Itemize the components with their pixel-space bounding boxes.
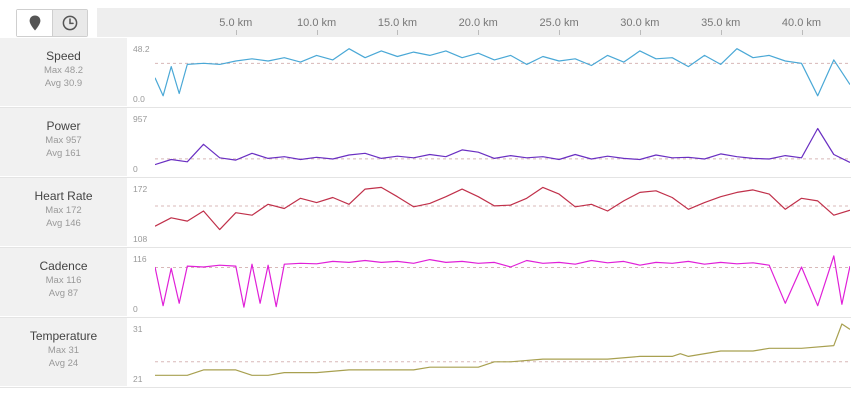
metric-max: Max 31 [47, 345, 80, 356]
series-line-speed [155, 48, 850, 97]
x-tick-mark [801, 30, 803, 35]
x-tick-label: 15.0 km [377, 17, 418, 29]
row-divider [0, 387, 851, 388]
y-min-tick: 21 [133, 374, 143, 384]
series-line-cadence [155, 255, 850, 308]
metric-max: Max 116 [45, 275, 82, 286]
metric-row-power: Power Max 957 Avg 161 957 0 [0, 108, 851, 178]
metric-plot[interactable] [155, 248, 850, 316]
metric-label-panel: Temperature Max 31 Avg 24 [0, 318, 127, 386]
x-tick-mark [397, 30, 399, 35]
metric-label-panel: Heart Rate Max 172 Avg 146 [0, 178, 127, 246]
series-line-power [155, 127, 850, 166]
view-toggle-group [16, 9, 88, 37]
x-tick-mark [478, 30, 480, 35]
series-line-temperature [155, 323, 850, 376]
x-tick-label: 40.0 km [781, 17, 822, 29]
y-max-tick: 116 [133, 254, 147, 264]
metric-row-heart-rate: Heart Rate Max 172 Avg 146 172 108 [0, 178, 851, 248]
time-view-button[interactable] [52, 10, 87, 36]
map-view-button[interactable] [17, 10, 52, 36]
metric-avg: Avg 161 [46, 148, 81, 159]
y-min-tick: 0 [133, 304, 138, 314]
metric-title: Power [46, 119, 81, 133]
metric-row-speed: Speed Max 48.2 Avg 30.9 48.2 0.0 [0, 38, 851, 108]
metric-avg: Avg 87 [48, 288, 79, 299]
row-divider [0, 247, 851, 248]
row-divider [0, 317, 851, 318]
x-tick-mark [316, 30, 318, 35]
metric-max: Max 957 [45, 135, 82, 146]
y-max-tick: 172 [133, 184, 148, 194]
metric-title: Speed [46, 49, 81, 63]
metric-row-temperature: Temperature Max 31 Avg 24 31 21 [0, 318, 851, 388]
x-tick-label: 20.0 km [458, 17, 498, 29]
row-divider [0, 177, 851, 178]
x-tick-mark [639, 30, 641, 35]
metric-avg: Avg 146 [46, 218, 81, 229]
metric-label-panel: Power Max 957 Avg 161 [0, 108, 127, 176]
series-line-heart-rate [155, 186, 850, 231]
metric-title: Heart Rate [34, 189, 93, 203]
metric-title: Temperature [29, 329, 98, 343]
x-tick-label: 25.0 km [539, 17, 579, 29]
y-max-tick: 957 [133, 114, 148, 124]
x-tick-label: 30.0 km [620, 17, 660, 29]
x-tick-label: 35.0 km [701, 17, 741, 29]
distance-axis-header [97, 8, 850, 37]
metric-label-panel: Speed Max 48.2 Avg 30.9 [0, 38, 127, 106]
y-min-tick: 0.0 [133, 94, 145, 104]
x-tick-label: 5.0 km [219, 17, 253, 29]
metric-avg: Avg 30.9 [44, 78, 83, 89]
row-divider [0, 107, 851, 108]
x-tick-mark [559, 30, 561, 35]
metric-plot[interactable] [155, 108, 850, 176]
metric-label-panel: Cadence Max 116 Avg 87 [0, 248, 127, 316]
metric-row-cadence: Cadence Max 116 Avg 87 116 0 [0, 248, 851, 318]
x-tick-label: 10.0 km [297, 17, 337, 29]
metric-plot[interactable] [155, 178, 850, 246]
metric-max: Max 48.2 [43, 65, 84, 76]
metric-max: Max 172 [45, 205, 82, 216]
clock-icon [62, 15, 78, 31]
metric-plot[interactable] [155, 318, 850, 386]
y-max-tick: 31 [133, 324, 143, 334]
y-min-tick: 108 [133, 234, 148, 244]
map-pin-icon [29, 15, 40, 31]
metric-avg: Avg 24 [48, 358, 79, 369]
x-tick-mark [235, 30, 237, 35]
metric-title: Cadence [39, 259, 88, 273]
metric-plot[interactable] [155, 38, 850, 106]
x-tick-mark [720, 30, 722, 35]
y-max-tick: 48.2 [133, 44, 150, 54]
y-min-tick: 0 [133, 164, 138, 174]
